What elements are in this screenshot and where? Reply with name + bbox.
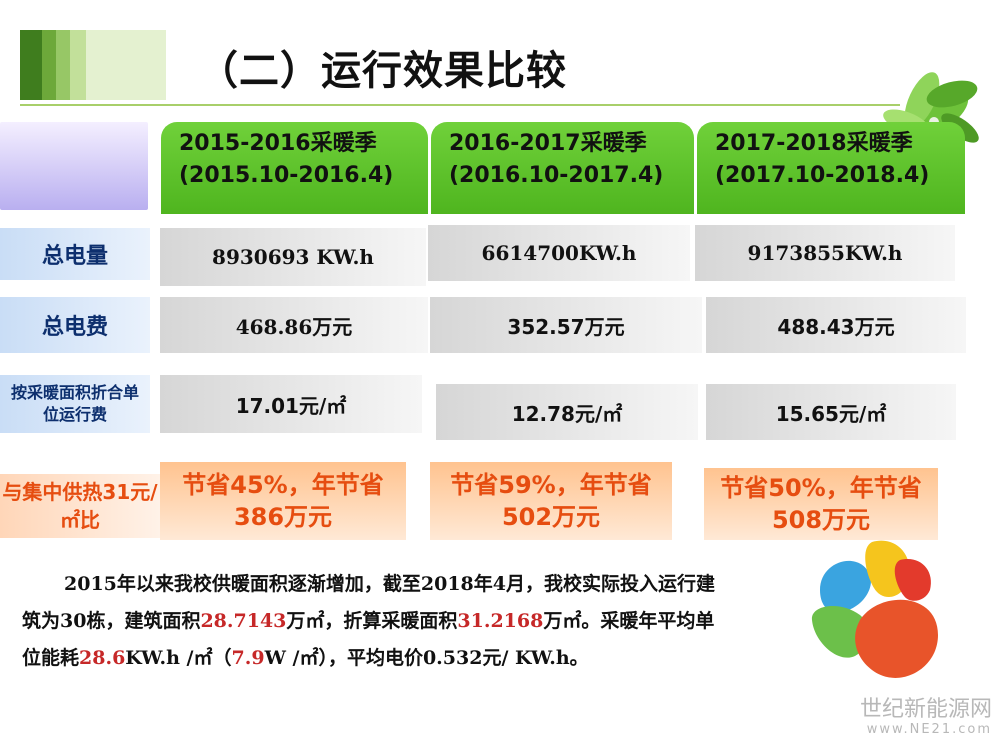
highlight-energy: 28.6 <box>79 647 126 669</box>
cell-electricity-2016: 6614700KW.h <box>428 225 690 281</box>
cell-cost-2016: 352.57万元 <box>430 297 702 353</box>
summary-paragraph: 2015年以来我校供暖面积逐渐增加，截至2018年4月，我校实际投入运行建筑为3… <box>22 573 715 669</box>
column-header-2016: 2016-2017采暖季 (2016.10-2017.4) <box>431 122 694 214</box>
cell-cost-2017: 488.43万元 <box>706 297 966 353</box>
cell-unit-cost-2017: 15.65元/㎡ <box>706 384 956 440</box>
title-divider <box>20 104 900 106</box>
cell-unit-cost-2016: 12.78元/㎡ <box>436 384 698 440</box>
page-title: （二）运行效果比较 <box>198 48 567 94</box>
column-header-2015: 2015-2016采暖季 (2015.10-2016.4) <box>161 122 428 214</box>
watermark-name: 世纪新能源网 <box>859 697 992 722</box>
cell-savings-2015: 节省45%，年节省386万元 <box>160 462 406 540</box>
column-period: (2015.10-2016.4) <box>179 163 394 188</box>
watermark-url: www.NE21.com <box>866 722 992 737</box>
cell-electricity-2017: 9173855KW.h <box>695 225 955 281</box>
cell-savings-2016: 节省59%，年节省502万元 <box>430 462 672 540</box>
cell-unit-cost-2015: 17.01元/㎡ <box>160 375 422 433</box>
highlight-heating-area: 31.2168 <box>457 610 544 632</box>
row-label-unit-cost: 按采暖面积折合单位运行费 <box>0 375 150 433</box>
column-period: (2016.10-2017.4) <box>449 163 664 188</box>
watermark: 世纪新能源网 www.NE21.com <box>842 698 992 738</box>
highlight-building-area: 28.7143 <box>200 610 287 632</box>
column-season: 2017-2018采暖季 <box>715 131 913 156</box>
column-season: 2015-2016采暖季 <box>179 131 377 156</box>
column-period: (2017.10-2018.4) <box>715 163 930 188</box>
row-label-cost: 总电费 <box>0 297 150 353</box>
cell-savings-2017: 节省50%，年节省508万元 <box>704 468 938 540</box>
highlight-power: 7.9 <box>231 647 265 669</box>
row-label-savings: 与集中供热31元/㎡比 <box>0 474 160 538</box>
cell-cost-2015: 468.86万元 <box>160 297 428 353</box>
column-header-2017: 2017-2018采暖季 (2017.10-2018.4) <box>697 122 965 214</box>
column-season: 2016-2017采暖季 <box>449 131 647 156</box>
school-logo-icon <box>811 540 938 678</box>
cell-electricity-2015: 8930693 KW.h <box>160 228 426 286</box>
header-corner <box>0 122 148 210</box>
row-label-electricity: 总电量 <box>0 228 150 280</box>
